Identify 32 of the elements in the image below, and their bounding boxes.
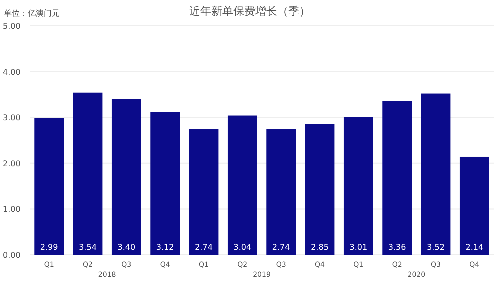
y-axis-title: 单位：亿澳门元 — [4, 9, 60, 18]
chart-title: 近年新单保费增长（季） — [190, 5, 310, 18]
y-tick-label: 1.00 — [3, 205, 21, 214]
data-label: 2.14 — [466, 243, 484, 252]
data-label: 3.54 — [79, 243, 97, 252]
data-label: 2.74 — [272, 243, 290, 252]
bar — [305, 124, 335, 255]
bar — [382, 101, 412, 255]
y-tick-label: 2.00 — [3, 159, 21, 168]
data-label: 3.12 — [156, 243, 174, 252]
bar — [73, 92, 103, 255]
bar — [266, 130, 296, 255]
data-label: 3.04 — [234, 243, 252, 252]
bar — [150, 112, 180, 255]
bar — [112, 99, 142, 255]
bar — [228, 116, 258, 255]
data-label: 2.74 — [195, 243, 213, 252]
bar — [421, 94, 451, 255]
data-label: 2.85 — [311, 243, 329, 252]
data-label: 3.40 — [118, 243, 136, 252]
bar — [34, 118, 64, 255]
data-label: 3.52 — [427, 243, 445, 252]
bar — [189, 130, 219, 255]
data-label: 3.36 — [388, 243, 406, 252]
y-tick-label: 5.00 — [3, 22, 21, 31]
y-tick-label: 3.00 — [3, 114, 21, 123]
data-label: 3.01 — [350, 243, 368, 252]
y-tick-label: 0.00 — [3, 251, 21, 260]
y-tick-label: 4.00 — [3, 68, 21, 77]
bar — [460, 156, 490, 255]
data-label: 2.99 — [40, 243, 58, 252]
bar — [344, 117, 374, 255]
